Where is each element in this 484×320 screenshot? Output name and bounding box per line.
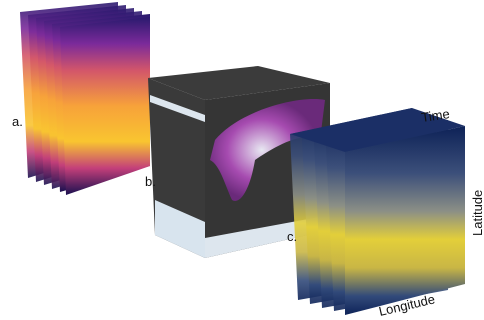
panel-label: b. bbox=[145, 174, 156, 189]
front-face bbox=[345, 126, 465, 315]
front-face bbox=[60, 17, 150, 195]
axis-label: Latitude bbox=[470, 190, 484, 236]
cube-a bbox=[20, 2, 150, 195]
panel-label: c. bbox=[287, 229, 297, 244]
cube-c bbox=[290, 108, 465, 315]
figure: a. b. c. Time Latitude Longitude bbox=[0, 0, 484, 320]
panel-label: a. bbox=[12, 114, 23, 129]
